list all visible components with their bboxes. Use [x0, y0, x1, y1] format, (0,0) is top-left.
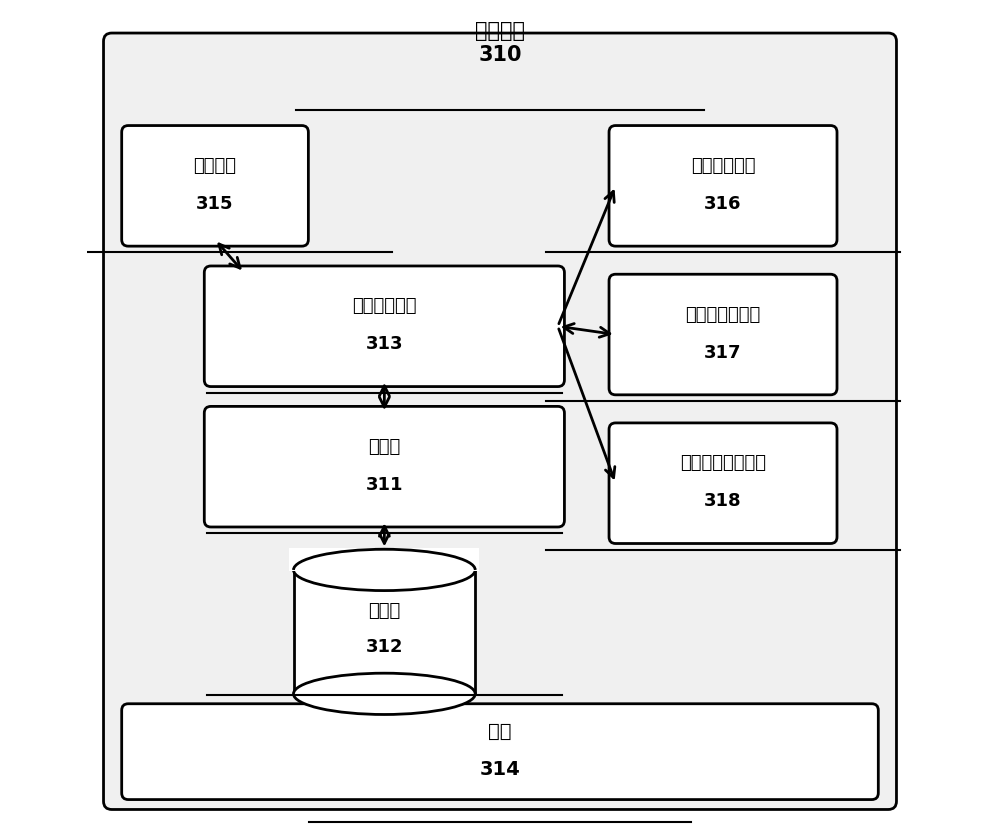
Text: 318: 318 — [704, 492, 742, 510]
Text: 311: 311 — [366, 476, 403, 494]
FancyBboxPatch shape — [609, 423, 837, 544]
Text: 人机交互接口: 人机交互接口 — [352, 297, 417, 316]
FancyBboxPatch shape — [609, 126, 837, 246]
Bar — [289, 548, 479, 571]
Ellipse shape — [294, 673, 475, 714]
Text: 处理器: 处理器 — [368, 438, 400, 456]
Text: 通信接口: 通信接口 — [194, 157, 237, 175]
Text: 312: 312 — [366, 638, 403, 656]
FancyBboxPatch shape — [122, 704, 878, 800]
Text: 监测系统: 监测系统 — [475, 21, 525, 40]
Text: 存储器: 存储器 — [368, 602, 400, 620]
FancyBboxPatch shape — [204, 266, 564, 387]
Text: 电源: 电源 — [488, 722, 512, 742]
Text: 监测点布设模块: 监测点布设模块 — [685, 306, 761, 324]
Bar — [294, 570, 475, 694]
Text: 313: 313 — [366, 335, 403, 354]
Text: 315: 315 — [196, 195, 234, 213]
FancyBboxPatch shape — [104, 33, 896, 809]
FancyBboxPatch shape — [122, 126, 308, 246]
Text: 310: 310 — [478, 45, 522, 64]
Ellipse shape — [294, 549, 475, 591]
Text: 317: 317 — [704, 344, 742, 362]
Text: 316: 316 — [704, 195, 742, 213]
FancyBboxPatch shape — [204, 406, 564, 527]
Text: 314: 314 — [480, 760, 520, 780]
FancyBboxPatch shape — [609, 274, 837, 395]
Text: 建筑建模模块: 建筑建模模块 — [691, 157, 755, 175]
Text: 监测数据统计模块: 监测数据统计模块 — [680, 454, 766, 472]
